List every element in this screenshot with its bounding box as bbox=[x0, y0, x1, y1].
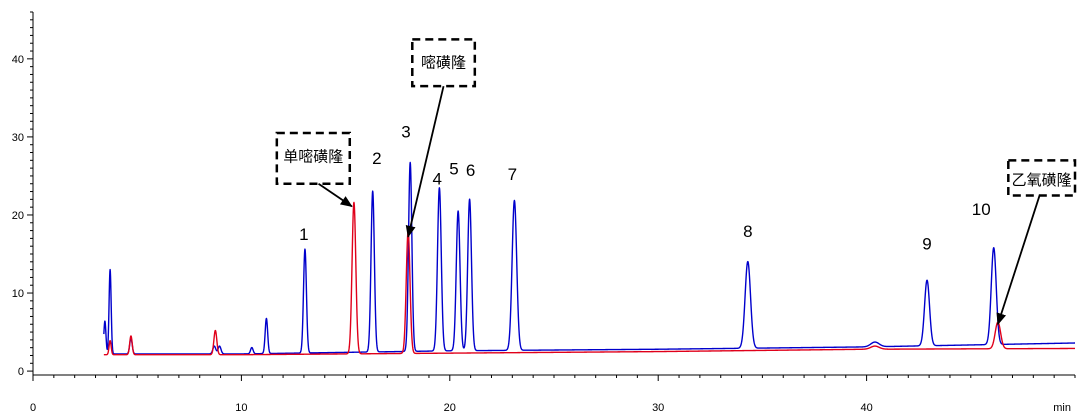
annotation: 单嘧磺隆 bbox=[275, 131, 353, 208]
peak-label: 9 bbox=[922, 234, 931, 253]
x-axis-label: min bbox=[1053, 402, 1071, 414]
series-2 bbox=[103, 201, 1076, 356]
annotation-box bbox=[275, 131, 352, 185]
annotation-arrow bbox=[405, 85, 445, 238]
peak-label: 7 bbox=[508, 165, 517, 184]
y-tick-label: 40 bbox=[12, 54, 24, 66]
peak-label: 2 bbox=[372, 149, 381, 168]
annotation-label: 嘧磺隆 bbox=[421, 54, 466, 72]
y-tick-label: 10 bbox=[12, 288, 24, 300]
series-1 bbox=[103, 161, 1076, 355]
y-tick-label: 0 bbox=[18, 366, 24, 378]
annotation: 嘧磺隆 bbox=[405, 38, 477, 238]
x-tick-label: 0 bbox=[30, 402, 36, 414]
annotation-arrow bbox=[318, 182, 353, 208]
peak-label: 5 bbox=[449, 159, 458, 178]
annotation-arrow bbox=[996, 195, 1041, 326]
annotation-label: 单嘧磺隆 bbox=[283, 147, 343, 165]
peak-label: 10 bbox=[972, 200, 991, 219]
x-tick-label: 20 bbox=[444, 402, 456, 414]
peak-label: 6 bbox=[466, 161, 475, 180]
annotation-label: 乙氧磺隆 bbox=[1012, 171, 1072, 189]
y-tick-label: 30 bbox=[12, 132, 24, 144]
y-tick-label: 20 bbox=[12, 210, 24, 222]
peak-label: 1 bbox=[299, 225, 308, 244]
annotation-box bbox=[1007, 159, 1077, 197]
series-layer bbox=[103, 161, 1076, 356]
peak-label: 3 bbox=[401, 123, 410, 142]
annotation: 乙氧磺隆 bbox=[996, 159, 1077, 326]
x-tick-label: 10 bbox=[235, 402, 247, 414]
x-tick-label: 30 bbox=[652, 402, 664, 414]
series-line bbox=[103, 161, 1076, 355]
axes: 0 10 20 30 40 min 0 10 20 30 40 bbox=[12, 11, 1076, 414]
x-tick-label: 40 bbox=[860, 402, 872, 414]
peak-label: 8 bbox=[743, 222, 752, 241]
series-line bbox=[103, 201, 1076, 356]
peak-labels: 1 2 3 45 6 7 8 9 10 bbox=[299, 123, 990, 254]
annotation-box bbox=[411, 38, 477, 88]
peak-label: 4 bbox=[433, 170, 442, 189]
